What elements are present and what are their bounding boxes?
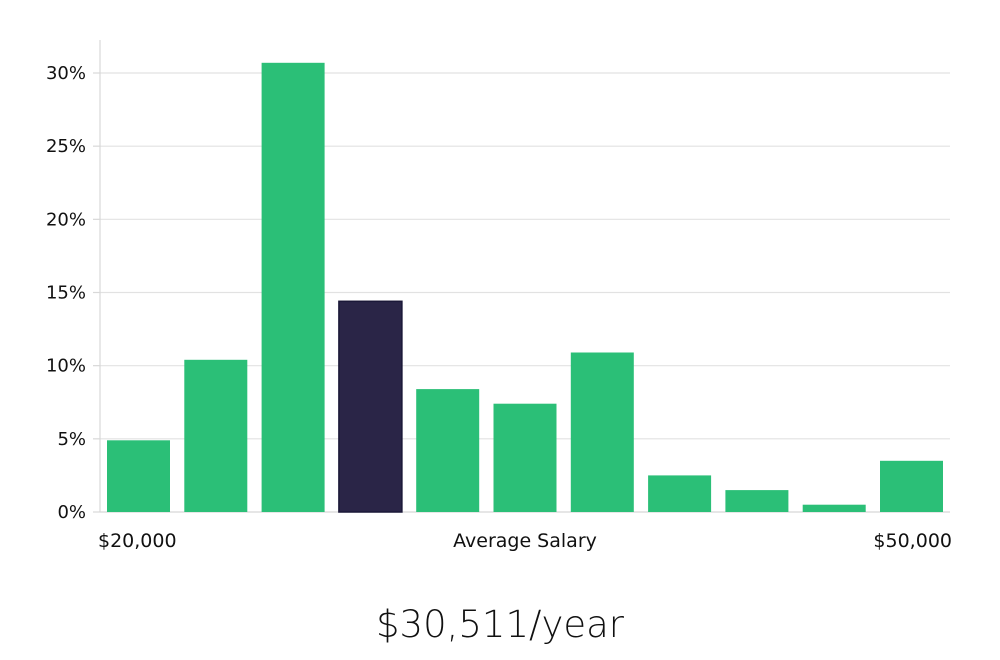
y-tick-label: 5% [57, 429, 86, 450]
y-tick-label: 20% [46, 209, 86, 230]
bar [725, 490, 789, 512]
bar [802, 504, 866, 512]
average-salary-value: $30,511/year [375, 603, 624, 646]
bar [107, 440, 170, 512]
bar [184, 359, 248, 512]
salary-histogram: 0% 5% 10% 15% 20% 25% 30% $20,000 Average Sala… [46, 40, 952, 552]
bar [570, 352, 634, 512]
x-axis-start-label: $20,000 [98, 530, 177, 552]
y-tick-label: 25% [46, 136, 86, 157]
bar-highlighted [338, 300, 403, 513]
bar [493, 403, 557, 512]
bar [261, 62, 325, 513]
bars [107, 62, 943, 513]
bar [416, 389, 480, 512]
y-axis-ticks: 0% 5% 10% 15% 20% 25% 30% [46, 63, 100, 523]
y-tick-label: 10% [46, 356, 86, 377]
x-axis-title: Average Salary [453, 530, 597, 552]
x-axis-end-label: $50,000 [873, 530, 952, 552]
y-tick-label: 30% [46, 63, 86, 84]
y-tick-label: 15% [46, 283, 86, 304]
bar [648, 475, 712, 512]
y-tick-label: 0% [57, 502, 86, 523]
bar [880, 460, 943, 512]
